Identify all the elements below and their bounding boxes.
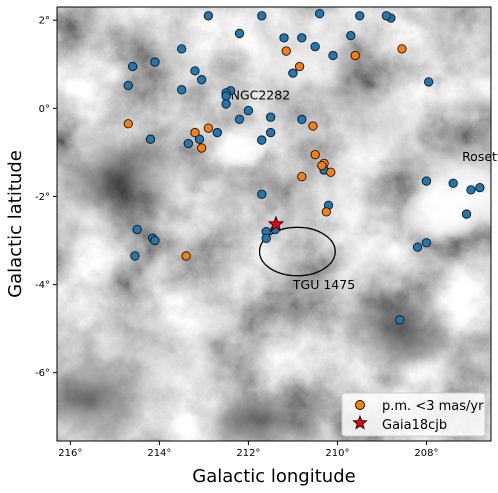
blue-point bbox=[421, 238, 432, 248]
x-axis-ticks: 216° 214° 212° 210° 208° bbox=[58, 441, 439, 459]
blue-point bbox=[395, 315, 405, 325]
legend-label-gaia: Gaia18cjb bbox=[382, 418, 447, 433]
legend-box bbox=[341, 392, 486, 437]
y-axis-ticks: 2° 0° -2° -4° -6° bbox=[35, 16, 57, 379]
y-axis-title: Galactic latitude bbox=[5, 150, 26, 298]
blue-point bbox=[448, 178, 458, 188]
blue-point bbox=[424, 77, 434, 87]
blue-point bbox=[234, 114, 245, 125]
blue-point bbox=[197, 75, 207, 85]
annotation-label: NGC2282 bbox=[231, 88, 291, 103]
blue-point bbox=[297, 33, 307, 43]
orange-point bbox=[197, 143, 207, 153]
blue-point bbox=[279, 33, 289, 43]
blue-point bbox=[261, 233, 271, 243]
star-marker-layer bbox=[267, 215, 285, 232]
scatter-points bbox=[123, 8, 485, 325]
blue-point bbox=[381, 11, 392, 21]
orange-point bbox=[297, 171, 307, 182]
blue-point bbox=[132, 224, 142, 235]
orange-point bbox=[321, 207, 331, 217]
blue-point bbox=[221, 91, 231, 101]
legend-circle-marker bbox=[355, 400, 365, 410]
x-tick-label: 216° bbox=[58, 448, 82, 459]
tgu1475-ellipse-layer bbox=[258, 226, 336, 277]
blue-point bbox=[461, 209, 472, 219]
blue-point bbox=[130, 251, 140, 261]
blue-point bbox=[194, 134, 205, 144]
blue-point bbox=[257, 135, 267, 145]
x-tick-label: 208° bbox=[414, 448, 438, 459]
blue-point bbox=[475, 182, 485, 193]
annotation-label: TGU 1475 bbox=[292, 277, 355, 292]
blue-point bbox=[328, 50, 338, 61]
blue-point bbox=[234, 28, 245, 39]
blue-point bbox=[257, 189, 267, 199]
tgu1475-ellipse bbox=[258, 226, 336, 277]
blue-point bbox=[123, 80, 133, 91]
y-tick-label: -2° bbox=[35, 192, 50, 203]
y-tick-label: -4° bbox=[35, 280, 50, 291]
legend: p.m. <3 mas/yr Gaia18cjb bbox=[341, 392, 486, 437]
legend-label-pm: p.m. <3 mas/yr bbox=[382, 399, 484, 414]
blue-point bbox=[176, 44, 187, 54]
orange-point bbox=[326, 167, 336, 177]
blue-point bbox=[421, 176, 432, 186]
orange-point bbox=[317, 160, 327, 171]
blue-point bbox=[314, 8, 325, 19]
x-axis-title: Galactic longitude bbox=[192, 466, 355, 487]
blue-point bbox=[297, 114, 307, 125]
orange-point bbox=[190, 127, 200, 138]
orange-point bbox=[281, 46, 291, 56]
blue-point bbox=[221, 99, 231, 109]
dust-map-background bbox=[57, 7, 491, 441]
blue-point bbox=[412, 242, 423, 252]
blue-point bbox=[212, 127, 222, 138]
plot-frame bbox=[56, 6, 492, 442]
blue-point bbox=[183, 138, 193, 149]
blue-point bbox=[203, 11, 213, 21]
orange-point bbox=[294, 61, 305, 72]
y-tick-label: 0° bbox=[39, 104, 50, 115]
annotations: NGC2282 Rosette TGU 1475 bbox=[231, 88, 498, 292]
x-tick-label: 212° bbox=[236, 448, 260, 459]
blue-point bbox=[466, 185, 476, 195]
blue-point bbox=[266, 127, 276, 138]
orange-point bbox=[308, 121, 318, 131]
x-tick-label: 214° bbox=[147, 448, 171, 459]
x-tick-label: 210° bbox=[325, 448, 349, 459]
legend-star-marker bbox=[352, 414, 368, 430]
blue-point bbox=[257, 11, 267, 21]
blue-point bbox=[288, 68, 298, 78]
blue-point bbox=[150, 235, 160, 246]
y-tick-label: -6° bbox=[35, 368, 50, 379]
orange-point bbox=[181, 251, 191, 261]
gaia18cjb-star bbox=[267, 215, 285, 232]
blue-point bbox=[176, 85, 187, 95]
blue-point bbox=[310, 42, 320, 52]
blue-point bbox=[243, 105, 254, 116]
orange-point bbox=[350, 50, 360, 61]
blue-point bbox=[266, 112, 276, 122]
y-tick-label: 2° bbox=[39, 16, 50, 27]
annotation-label: Rosette bbox=[462, 149, 498, 164]
orange-point bbox=[310, 149, 320, 160]
blue-point bbox=[355, 11, 365, 21]
orange-point bbox=[123, 119, 133, 129]
blue-point bbox=[128, 61, 138, 72]
blue-point bbox=[150, 57, 160, 67]
orange-point bbox=[397, 44, 407, 54]
blue-point bbox=[190, 66, 200, 76]
blue-point bbox=[346, 30, 356, 41]
orange-point bbox=[203, 123, 213, 133]
blue-point bbox=[145, 134, 156, 144]
